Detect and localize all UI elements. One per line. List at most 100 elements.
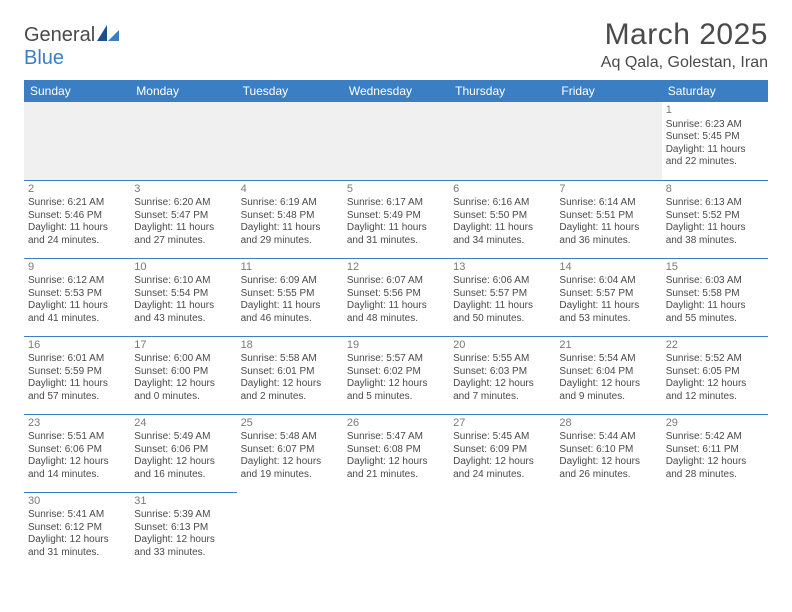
logo-word-1: General xyxy=(24,24,95,46)
sunset-text: Sunset: 6:02 PM xyxy=(347,366,445,379)
daylight-text: Daylight: 11 hours and 31 minutes. xyxy=(347,222,445,247)
daylight-text: Daylight: 11 hours and 24 minutes. xyxy=(28,222,126,247)
sunset-text: Sunset: 5:50 PM xyxy=(453,210,551,223)
sunrise-text: Sunrise: 6:06 AM xyxy=(453,275,551,288)
daylight-text: Daylight: 11 hours and 46 minutes. xyxy=(241,300,339,325)
calendar-cell xyxy=(24,102,130,180)
sunset-text: Sunset: 6:08 PM xyxy=(347,444,445,457)
daylight-text: Daylight: 12 hours and 26 minutes. xyxy=(559,456,657,481)
weekday-header: Wednesday xyxy=(343,80,449,102)
daylight-text: Daylight: 11 hours and 55 minutes. xyxy=(666,300,764,325)
daylight-text: Daylight: 12 hours and 2 minutes. xyxy=(241,378,339,403)
daylight-text: Daylight: 11 hours and 27 minutes. xyxy=(134,222,232,247)
weekday-header: Thursday xyxy=(449,80,555,102)
day-number: 1 xyxy=(666,104,764,118)
sunrise-text: Sunrise: 6:04 AM xyxy=(559,275,657,288)
daylight-text: Daylight: 12 hours and 16 minutes. xyxy=(134,456,232,481)
daylight-text: Daylight: 12 hours and 0 minutes. xyxy=(134,378,232,403)
day-number: 11 xyxy=(241,261,339,275)
calendar-cell xyxy=(662,492,768,570)
daylight-text: Daylight: 11 hours and 29 minutes. xyxy=(241,222,339,247)
daylight-text: Daylight: 11 hours and 48 minutes. xyxy=(347,300,445,325)
calendar-cell: 14Sunrise: 6:04 AMSunset: 5:57 PMDayligh… xyxy=(555,258,661,336)
calendar-cell: 6Sunrise: 6:16 AMSunset: 5:50 PMDaylight… xyxy=(449,180,555,258)
daylight-text: Daylight: 12 hours and 12 minutes. xyxy=(666,378,764,403)
sunrise-text: Sunrise: 6:03 AM xyxy=(666,275,764,288)
calendar-cell: 17Sunrise: 6:00 AMSunset: 6:00 PMDayligh… xyxy=(130,336,236,414)
sunset-text: Sunset: 6:03 PM xyxy=(453,366,551,379)
sunrise-text: Sunrise: 5:41 AM xyxy=(28,509,126,522)
daylight-text: Daylight: 11 hours and 22 minutes. xyxy=(666,144,764,169)
calendar-cell xyxy=(130,102,236,180)
sunrise-text: Sunrise: 6:01 AM xyxy=(28,353,126,366)
calendar-cell: 5Sunrise: 6:17 AMSunset: 5:49 PMDaylight… xyxy=(343,180,449,258)
sunrise-text: Sunrise: 5:39 AM xyxy=(134,509,232,522)
calendar-row: 1Sunrise: 6:23 AMSunset: 5:45 PMDaylight… xyxy=(24,102,768,180)
calendar-row: 30Sunrise: 5:41 AMSunset: 6:12 PMDayligh… xyxy=(24,492,768,570)
sunrise-text: Sunrise: 6:14 AM xyxy=(559,197,657,210)
weekday-header: Saturday xyxy=(662,80,768,102)
calendar-cell: 9Sunrise: 6:12 AMSunset: 5:53 PMDaylight… xyxy=(24,258,130,336)
sunrise-text: Sunrise: 5:47 AM xyxy=(347,431,445,444)
weekday-header: Sunday xyxy=(24,80,130,102)
sunrise-text: Sunrise: 6:13 AM xyxy=(666,197,764,210)
daylight-text: Daylight: 12 hours and 14 minutes. xyxy=(28,456,126,481)
calendar-header-row: SundayMondayTuesdayWednesdayThursdayFrid… xyxy=(24,80,768,102)
sunset-text: Sunset: 6:01 PM xyxy=(241,366,339,379)
calendar-cell: 28Sunrise: 5:44 AMSunset: 6:10 PMDayligh… xyxy=(555,414,661,492)
sunset-text: Sunset: 5:45 PM xyxy=(666,131,764,144)
calendar-row: 2Sunrise: 6:21 AMSunset: 5:46 PMDaylight… xyxy=(24,180,768,258)
daylight-text: Daylight: 11 hours and 38 minutes. xyxy=(666,222,764,247)
daylight-text: Daylight: 11 hours and 53 minutes. xyxy=(559,300,657,325)
daylight-text: Daylight: 12 hours and 7 minutes. xyxy=(453,378,551,403)
sunrise-text: Sunrise: 5:58 AM xyxy=(241,353,339,366)
sunrise-text: Sunrise: 6:17 AM xyxy=(347,197,445,210)
calendar-cell: 18Sunrise: 5:58 AMSunset: 6:01 PMDayligh… xyxy=(237,336,343,414)
day-number: 10 xyxy=(134,261,232,275)
sunset-text: Sunset: 5:58 PM xyxy=(666,288,764,301)
sunrise-text: Sunrise: 5:57 AM xyxy=(347,353,445,366)
sunset-text: Sunset: 6:07 PM xyxy=(241,444,339,457)
day-number: 20 xyxy=(453,339,551,353)
sunset-text: Sunset: 6:06 PM xyxy=(28,444,126,457)
logo-text: General Blue xyxy=(24,24,119,70)
sunset-text: Sunset: 5:47 PM xyxy=(134,210,232,223)
sunset-text: Sunset: 5:53 PM xyxy=(28,288,126,301)
calendar-cell: 30Sunrise: 5:41 AMSunset: 6:12 PMDayligh… xyxy=(24,492,130,570)
sunset-text: Sunset: 5:46 PM xyxy=(28,210,126,223)
sunset-text: Sunset: 5:55 PM xyxy=(241,288,339,301)
calendar-cell xyxy=(237,102,343,180)
sunrise-text: Sunrise: 6:23 AM xyxy=(666,119,764,132)
sunset-text: Sunset: 5:59 PM xyxy=(28,366,126,379)
sunset-text: Sunset: 5:56 PM xyxy=(347,288,445,301)
sunrise-text: Sunrise: 5:44 AM xyxy=(559,431,657,444)
sunrise-text: Sunrise: 5:54 AM xyxy=(559,353,657,366)
day-number: 25 xyxy=(241,417,339,431)
daylight-text: Daylight: 11 hours and 34 minutes. xyxy=(453,222,551,247)
day-number: 27 xyxy=(453,417,551,431)
sunrise-text: Sunrise: 5:42 AM xyxy=(666,431,764,444)
daylight-text: Daylight: 11 hours and 43 minutes. xyxy=(134,300,232,325)
logo: General Blue xyxy=(24,24,119,70)
sunrise-text: Sunrise: 5:52 AM xyxy=(666,353,764,366)
calendar-cell: 27Sunrise: 5:45 AMSunset: 6:09 PMDayligh… xyxy=(449,414,555,492)
sunset-text: Sunset: 6:06 PM xyxy=(134,444,232,457)
sunrise-text: Sunrise: 5:49 AM xyxy=(134,431,232,444)
calendar-cell: 21Sunrise: 5:54 AMSunset: 6:04 PMDayligh… xyxy=(555,336,661,414)
calendar-cell: 22Sunrise: 5:52 AMSunset: 6:05 PMDayligh… xyxy=(662,336,768,414)
sail-icon xyxy=(97,24,119,47)
sunset-text: Sunset: 5:54 PM xyxy=(134,288,232,301)
calendar-cell: 15Sunrise: 6:03 AMSunset: 5:58 PMDayligh… xyxy=(662,258,768,336)
sunset-text: Sunset: 5:48 PM xyxy=(241,210,339,223)
day-number: 19 xyxy=(347,339,445,353)
calendar-cell: 31Sunrise: 5:39 AMSunset: 6:13 PMDayligh… xyxy=(130,492,236,570)
calendar-cell: 8Sunrise: 6:13 AMSunset: 5:52 PMDaylight… xyxy=(662,180,768,258)
weekday-header: Tuesday xyxy=(237,80,343,102)
day-number: 31 xyxy=(134,495,232,509)
day-number: 13 xyxy=(453,261,551,275)
sunset-text: Sunset: 6:11 PM xyxy=(666,444,764,457)
calendar-cell: 16Sunrise: 6:01 AMSunset: 5:59 PMDayligh… xyxy=(24,336,130,414)
day-number: 14 xyxy=(559,261,657,275)
day-number: 29 xyxy=(666,417,764,431)
daylight-text: Daylight: 12 hours and 9 minutes. xyxy=(559,378,657,403)
